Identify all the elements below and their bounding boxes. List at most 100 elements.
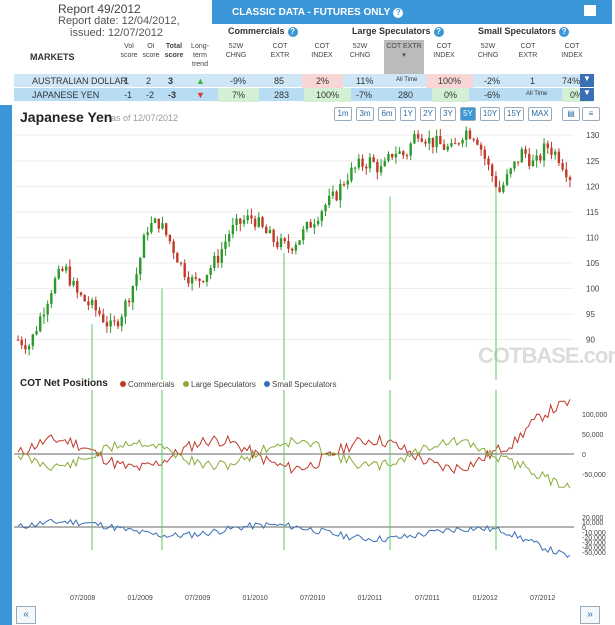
help-icon[interactable]: ? — [287, 27, 298, 37]
candle-body — [539, 155, 542, 161]
candle-body — [202, 280, 205, 282]
candle-body — [283, 238, 286, 242]
candle-body — [216, 255, 220, 263]
col-small-extr: COT EXTR — [518, 43, 538, 59]
candle-body — [546, 143, 549, 148]
candle-body — [553, 151, 557, 155]
candle-body — [268, 229, 272, 234]
table-row[interactable]: AUSTRALIAN DOLLAR 1 2 3 ▲ -9% 85 2% 11% … — [14, 74, 594, 88]
range-button-6m[interactable]: 6m — [378, 107, 396, 121]
col-comm-52w: 52W CHNG — [225, 43, 247, 59]
price-axis-label: 110 — [586, 233, 599, 242]
print-chart-icon[interactable]: ▤ — [562, 107, 580, 121]
next-button[interactable]: » — [580, 606, 600, 624]
classic-data-bar: CLASSIC DATA - FUTURES ONLY? — [212, 0, 612, 24]
candle-body — [246, 215, 249, 221]
net-positions-chart: 100,00050,0000-50,00020,00010,0000-10,00… — [14, 390, 607, 602]
table-row[interactable]: JAPANESE YEN -1 -2 -3 ▼ 7% 283 100% -7% … — [14, 88, 594, 102]
x-axis-label: 07/2009 — [185, 595, 210, 602]
print-icon[interactable] — [584, 5, 596, 16]
candle-body — [298, 240, 301, 245]
candle-body — [279, 238, 283, 248]
candle-body — [276, 241, 279, 248]
candle-body — [265, 226, 268, 234]
range-button-10y[interactable]: 10Y — [480, 107, 500, 121]
candle-body — [505, 174, 509, 185]
candle-body — [483, 149, 486, 159]
help-icon[interactable]: ? — [433, 27, 444, 37]
sort-down-icon: ▾ — [402, 52, 406, 59]
candle-body — [290, 248, 294, 251]
candle-body — [235, 218, 238, 225]
candle-body — [446, 146, 449, 150]
col-vol-score: Vol score — [120, 43, 138, 59]
section-commercials: Commercials? — [228, 26, 298, 37]
candle-body — [357, 158, 361, 168]
x-axis-label: 07/2011 — [415, 595, 440, 602]
candle-body — [468, 130, 472, 139]
candle-body — [157, 218, 160, 229]
candle-body — [383, 160, 386, 167]
candle-body — [550, 147, 553, 155]
candle-body — [302, 229, 305, 241]
range-button-3y[interactable]: 3Y — [440, 107, 456, 121]
candle-body — [487, 158, 490, 165]
range-button-3m[interactable]: 3m — [356, 107, 374, 121]
candle-body — [472, 138, 475, 140]
options-icon[interactable]: ≡ — [582, 107, 600, 121]
small-axis-label: -40,000 — [582, 545, 606, 552]
price-axis-label: 100 — [586, 285, 600, 294]
range-button-2y[interactable]: 2Y — [420, 107, 436, 121]
candle-body — [372, 157, 375, 162]
prev-button[interactable]: « — [16, 606, 36, 624]
range-button-15y[interactable]: 15Y — [504, 107, 524, 121]
candle-body — [387, 153, 390, 161]
range-button-1m[interactable]: 1m — [334, 107, 352, 121]
candle-body — [335, 191, 338, 201]
candle-body — [457, 143, 461, 145]
candle-body — [135, 274, 138, 287]
candle-body — [113, 320, 116, 322]
candle-body — [416, 133, 420, 139]
markets-header: MARKETS — [30, 52, 75, 62]
net-axis-label: 50,000 — [582, 432, 604, 439]
candle-body — [365, 166, 368, 169]
row-dropdown-icon[interactable]: ▼ — [580, 74, 594, 87]
col-total-score: Total score — [164, 43, 184, 59]
candle-body — [209, 267, 212, 275]
candle-body — [194, 277, 198, 279]
candle-body — [542, 143, 546, 161]
candle-body — [531, 160, 535, 167]
price-axis-label: 120 — [586, 182, 600, 191]
range-button-1y[interactable]: 1Y — [400, 107, 416, 121]
range-button-max[interactable]: MAX — [528, 107, 552, 121]
candle-body — [76, 280, 79, 293]
candle-body — [327, 195, 331, 206]
candle-body — [172, 241, 175, 254]
commercials-line — [17, 399, 571, 474]
candle-body — [350, 167, 353, 181]
candle-body — [513, 161, 516, 169]
row-dropdown-icon[interactable]: ▼ — [580, 88, 594, 101]
large-speculators-line — [17, 436, 571, 489]
candle-body — [190, 277, 194, 284]
candle-body — [98, 310, 101, 315]
candle-body — [346, 180, 349, 185]
col-trend: Long-term trend — [191, 43, 209, 68]
help-icon[interactable]: ? — [393, 8, 404, 18]
candle-body — [398, 151, 401, 154]
candle-body — [213, 255, 216, 268]
col-large-extr-sorted[interactable]: COT EXTR ▾ — [384, 40, 424, 74]
range-button-5y[interactable]: 5Y — [460, 107, 476, 121]
help-icon[interactable]: ? — [559, 27, 570, 37]
small-axis-label: 20,000 — [582, 515, 604, 522]
candle-body — [361, 158, 364, 167]
candle-body — [139, 257, 142, 275]
candle-body — [242, 220, 246, 224]
candle-body — [168, 234, 172, 242]
candle-body — [42, 314, 46, 317]
candle-body — [324, 205, 327, 212]
candle-body — [39, 316, 42, 332]
candle-body — [528, 153, 531, 167]
candle-body — [402, 151, 405, 156]
